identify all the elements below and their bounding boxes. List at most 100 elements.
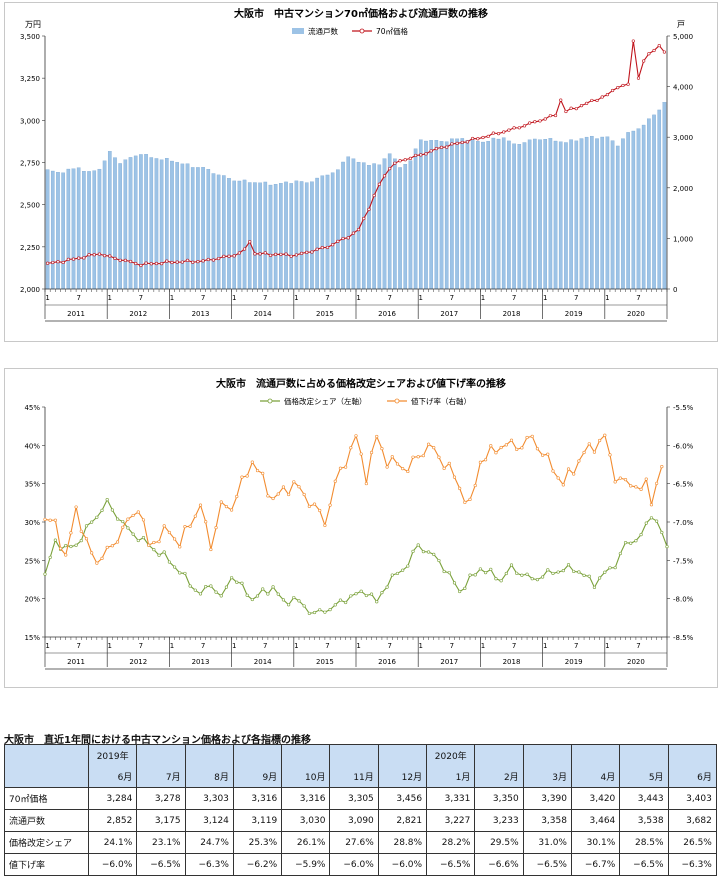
cut-point [561, 483, 565, 487]
price-point [351, 231, 356, 235]
cut-point [468, 497, 472, 501]
cut-point [452, 475, 457, 479]
table-cell: 3,090 [329, 809, 379, 832]
share-point [302, 604, 306, 608]
right-tick-label: -5.5% [673, 404, 694, 412]
share-point [629, 541, 633, 545]
share-point [209, 584, 213, 588]
cut-point [634, 485, 638, 489]
table-cell: −6.5% [619, 853, 669, 876]
cut-point [592, 450, 597, 454]
table-corner [4, 744, 89, 766]
c1-month-tick: 7 [263, 294, 267, 302]
stock-bar [310, 181, 314, 290]
cut-point [214, 526, 218, 530]
year-header: 2020年 [426, 744, 476, 766]
cut-point [458, 486, 462, 490]
cut-point [390, 455, 394, 459]
c2-year-label: 2015 [316, 658, 334, 666]
stock-bar [341, 161, 345, 290]
stock-bar [361, 162, 366, 290]
share-point [644, 521, 648, 525]
legend-share-marker [267, 398, 273, 404]
year-header-empty [281, 744, 331, 766]
legend-bar-label: 流通戸数 [308, 26, 338, 36]
stock-bar [590, 135, 594, 290]
stock-bar [232, 180, 237, 290]
share-point [369, 592, 374, 596]
table-cell: 3,464 [570, 809, 621, 832]
cut-point [437, 455, 441, 459]
table-cell: 3,682 [667, 809, 717, 832]
cut-point [69, 531, 73, 535]
legend-price-marker [359, 28, 365, 34]
stock-bar [351, 158, 356, 290]
row-label: 価格改定シェア [4, 831, 89, 854]
c1-month-tick: 7 [139, 294, 143, 302]
cut-point [245, 474, 249, 478]
cut-point [276, 492, 280, 496]
cut-point [204, 520, 208, 524]
price-point [356, 228, 361, 232]
c1-year-label: 2017 [440, 310, 458, 318]
stock-bar [268, 184, 273, 290]
stock-bar [652, 114, 656, 290]
stock-bar [512, 143, 516, 290]
price-point [139, 263, 143, 268]
share-point [193, 588, 197, 592]
price-point [517, 126, 521, 130]
c1-year-label: 2018 [503, 310, 521, 318]
price-point [652, 48, 656, 53]
share-point [582, 573, 586, 577]
share-point [509, 563, 514, 567]
price-point [538, 119, 542, 123]
price-point [175, 260, 179, 264]
cut-point [587, 442, 591, 446]
stock-bar [227, 178, 231, 290]
price-point [227, 254, 231, 258]
right-tick-label: 3,000 [673, 134, 693, 142]
cut-point [489, 444, 493, 448]
cut-point [649, 503, 654, 507]
row-label: 70㎡価格 [4, 787, 89, 810]
row-label: 流通戸数 [4, 809, 89, 832]
month-header: 6月 [667, 766, 717, 788]
year-header-empty [184, 744, 234, 766]
price-point [616, 86, 620, 90]
cut-point [556, 476, 560, 480]
price-point [486, 134, 490, 138]
table-cell: 3,284 [87, 787, 138, 810]
price-point [274, 252, 278, 256]
price-point [569, 106, 573, 110]
table-cell: 27.6% [329, 831, 379, 854]
price-point [471, 136, 475, 141]
stock-bar [553, 140, 558, 290]
cut-point [95, 561, 99, 565]
price-point [87, 253, 91, 257]
share-point [219, 594, 223, 598]
stock-bar [393, 158, 397, 290]
cut-point [100, 556, 104, 560]
left-tick-label: 3,500 [20, 33, 40, 41]
stock-bar [543, 139, 548, 290]
cut-point [359, 452, 363, 456]
stock-bar [180, 163, 185, 290]
chart2-title: 大阪市 流通戸数に占める価格改定シェアおよび値下げ率の推移 [216, 377, 506, 390]
price-point [196, 260, 200, 264]
right-tick-label: -8.5% [673, 634, 694, 642]
share-point [333, 603, 337, 607]
share-point [318, 608, 322, 612]
stock-bar [66, 168, 71, 290]
month-header: 10月 [281, 766, 331, 788]
share-point [540, 575, 545, 579]
c2-month-tick: 7 [76, 642, 80, 650]
table-cell: 3,119 [232, 809, 283, 832]
cut-point [250, 460, 254, 464]
c1-month-tick: 7 [325, 294, 329, 302]
stock-bar [159, 159, 164, 290]
stock-bar [222, 175, 226, 290]
share-point [437, 558, 441, 563]
table-cell: 3,538 [619, 809, 669, 832]
left-tick-label: 2,250 [20, 244, 40, 252]
share-point [328, 608, 332, 612]
